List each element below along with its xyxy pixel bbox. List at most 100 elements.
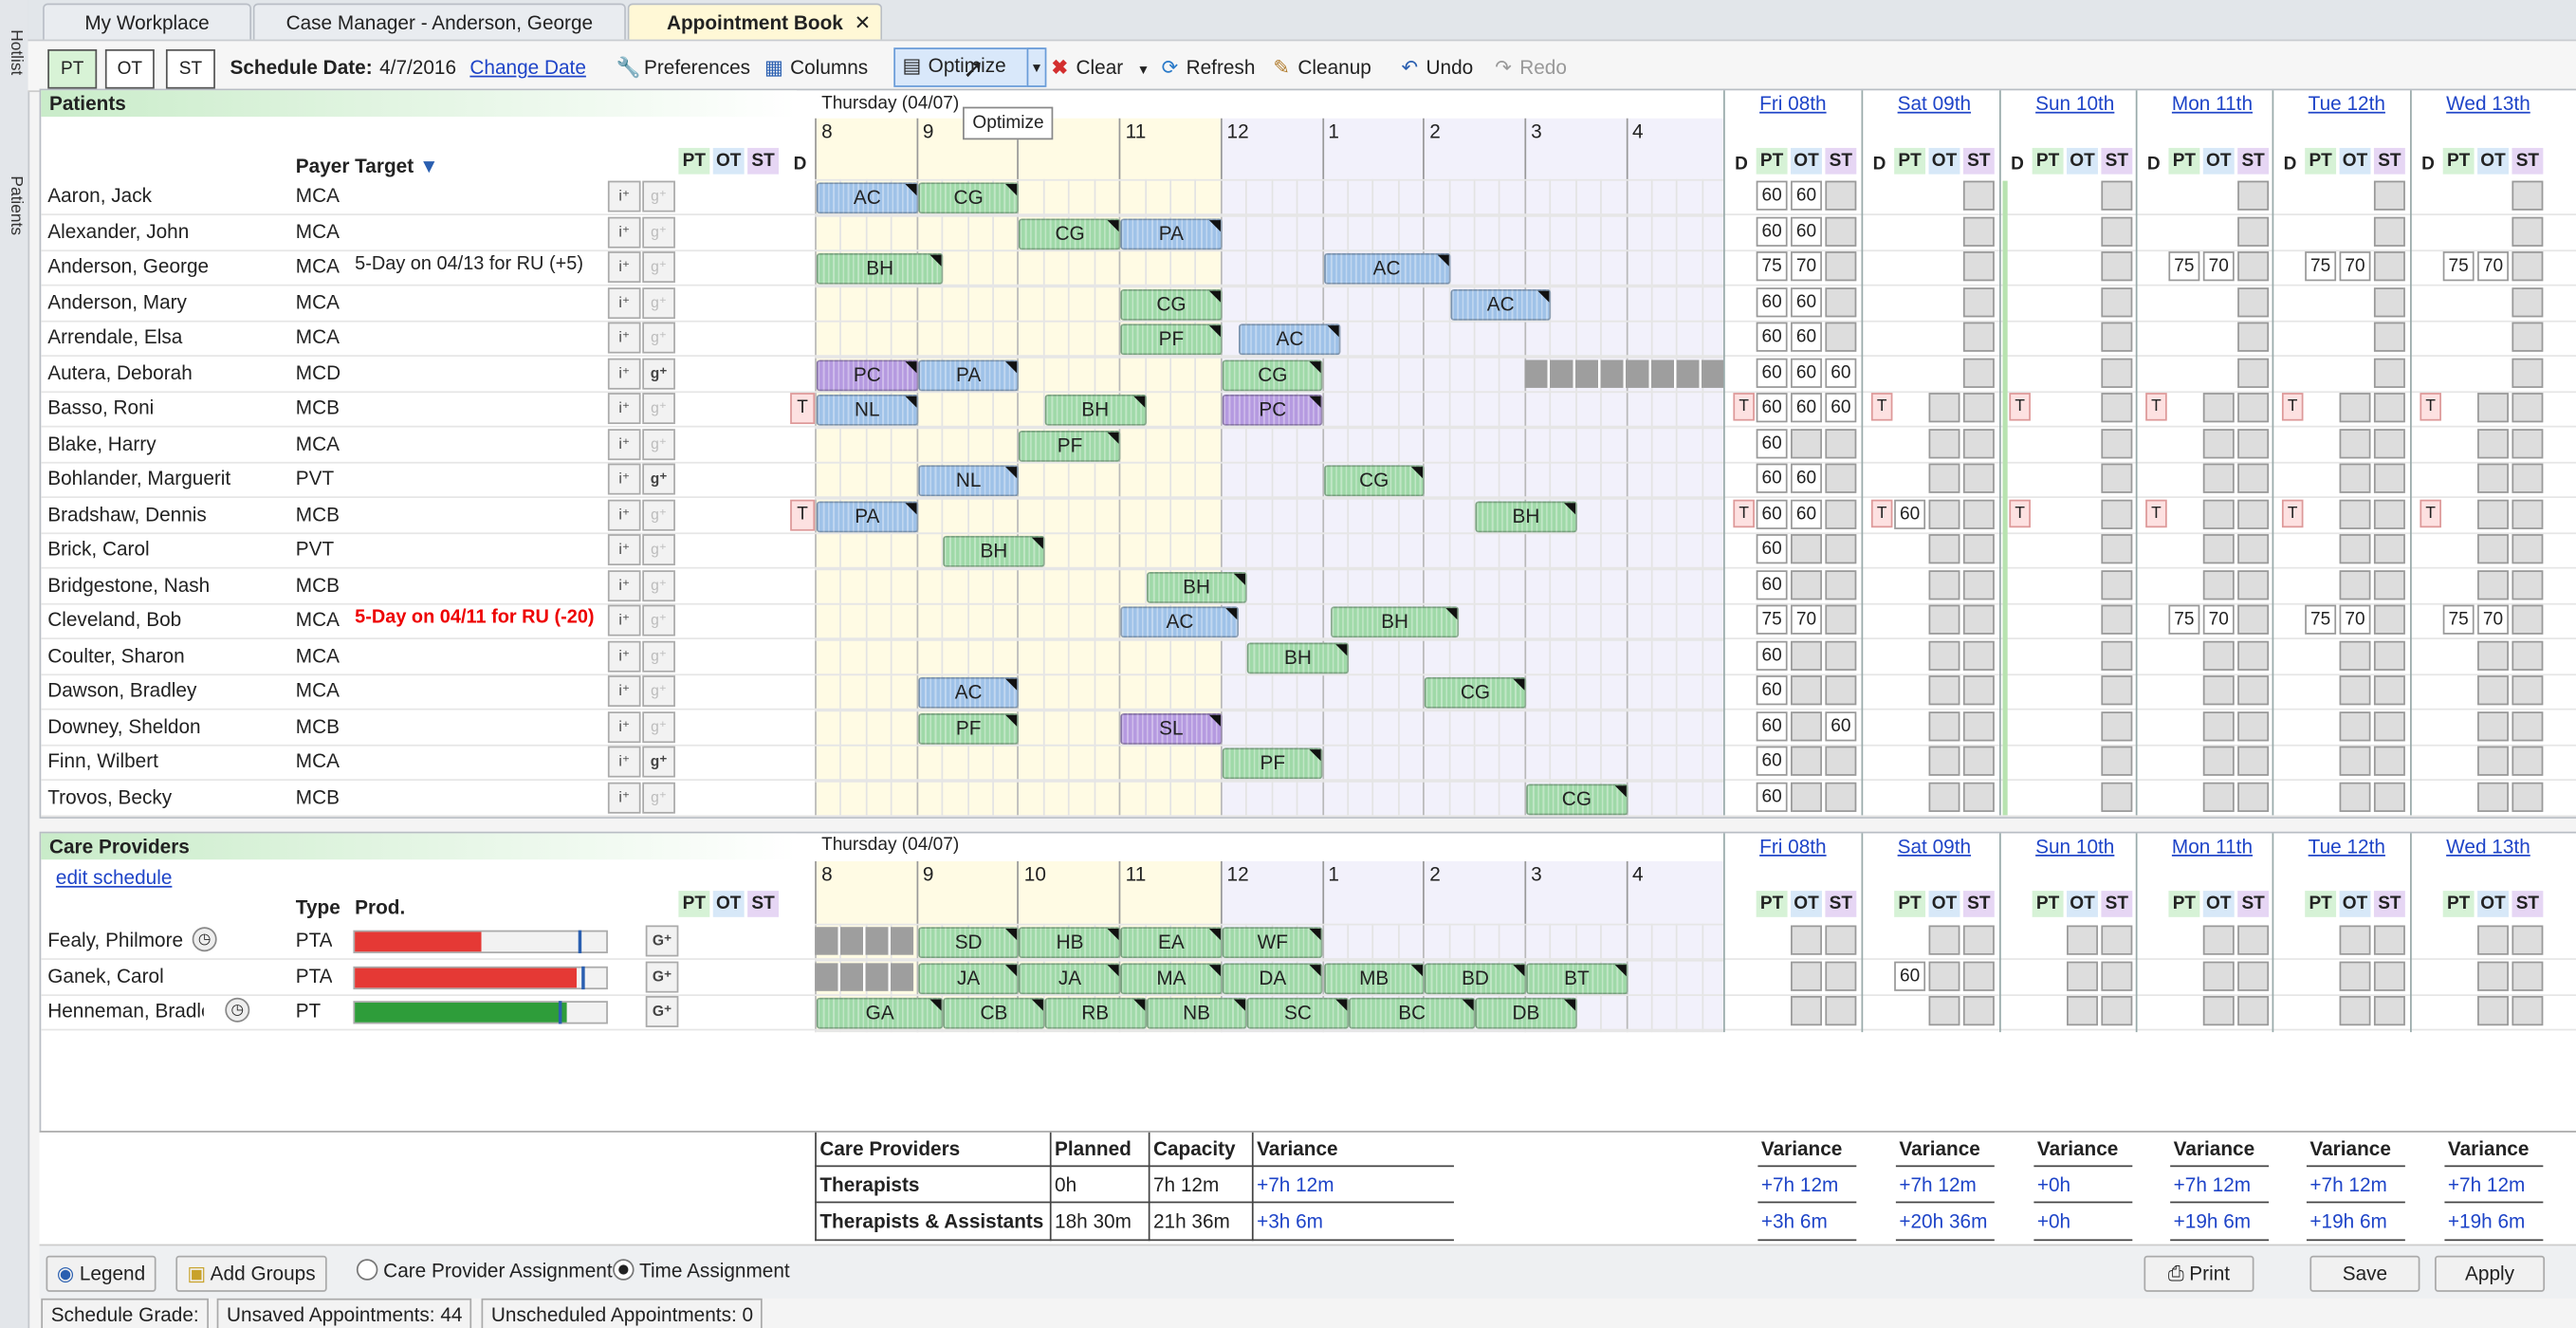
week-empty-cell[interactable] [2202, 746, 2235, 776]
day-header-link[interactable]: Mon 11th [2171, 835, 2254, 858]
week-empty-cell[interactable] [2339, 463, 2371, 493]
save-button[interactable]: Save [2309, 1255, 2420, 1292]
patient-row[interactable]: Basso, Roni MCB i⁺ g⁺ T [41, 391, 2576, 428]
day-header-link[interactable]: Mon 11th [2171, 92, 2254, 116]
week-minutes-cell[interactable]: 60 [1791, 498, 1822, 529]
provider-appointment-block[interactable]: RB [1044, 997, 1147, 1029]
week-minutes-cell[interactable]: 60 [1894, 960, 1926, 990]
week-empty-cell[interactable] [1928, 781, 1960, 812]
week-empty-cell[interactable] [2373, 604, 2405, 635]
week-empty-cell[interactable] [2339, 675, 2371, 706]
week-minutes-cell[interactable]: 75 [2168, 604, 2200, 635]
week-empty-cell[interactable] [2101, 710, 2133, 741]
appointment-block[interactable]: AC [917, 676, 1020, 709]
goal-plus-button[interactable]: g⁺ [642, 675, 675, 708]
week-empty-cell[interactable] [1928, 675, 1960, 706]
goal-plus-button[interactable]: g⁺ [642, 746, 675, 778]
week-empty-cell[interactable] [2101, 995, 2133, 1026]
week-empty-cell[interactable] [2101, 393, 2133, 423]
week-minutes-cell[interactable]: 60 [1756, 498, 1788, 529]
cleanup-button[interactable]: ✎ Cleanup [1270, 51, 1371, 84]
tab-case-manager[interactable]: Case Manager - Anderson, George [252, 3, 626, 42]
provider-appointment-block[interactable]: GA [816, 997, 944, 1029]
week-empty-cell[interactable] [1962, 746, 1995, 776]
week-empty-cell[interactable] [2512, 925, 2544, 955]
info-plus-button[interactable]: i⁺ [607, 534, 641, 566]
week-empty-cell[interactable] [2237, 393, 2270, 423]
week-empty-cell[interactable] [2237, 463, 2270, 493]
week-empty-cell[interactable] [1962, 569, 1995, 599]
appointment-block[interactable]: AC [816, 182, 918, 214]
week-empty-cell[interactable] [1962, 463, 1995, 493]
week-empty-cell[interactable] [2512, 534, 2544, 564]
week-empty-cell[interactable] [2101, 960, 2133, 990]
week-empty-cell[interactable] [1962, 781, 1995, 812]
week-empty-cell[interactable] [1962, 960, 1995, 990]
week-empty-cell[interactable] [2373, 463, 2405, 493]
week-empty-cell[interactable] [2202, 463, 2235, 493]
week-minutes-cell[interactable]: 60 [1791, 180, 1822, 211]
week-empty-cell[interactable] [2101, 215, 2133, 247]
week-minutes-cell[interactable]: 60 [1756, 569, 1788, 599]
close-tab-icon[interactable]: ✕ [854, 11, 872, 35]
week-empty-cell[interactable] [2339, 534, 2371, 564]
provider-appointment-block[interactable]: CB [943, 997, 1045, 1029]
week-empty-cell[interactable] [2373, 675, 2405, 706]
goal-plus-button[interactable]: g⁺ [642, 463, 675, 495]
week-minutes-cell[interactable]: 75 [2305, 604, 2337, 635]
goal-plus-button[interactable]: g⁺ [642, 322, 675, 354]
week-empty-cell[interactable] [2512, 639, 2544, 671]
patient-row[interactable]: Finn, Wilbert MCA i⁺ g⁺ [41, 745, 2576, 782]
week-empty-cell[interactable] [1962, 393, 1995, 423]
week-empty-cell[interactable] [2339, 498, 2371, 529]
week-empty-cell[interactable] [2101, 428, 2133, 458]
st-toggle-button[interactable]: ST [165, 48, 215, 89]
week-empty-cell[interactable] [1928, 569, 1960, 599]
goal-plus-button[interactable]: g⁺ [642, 534, 675, 566]
week-empty-cell[interactable] [1928, 393, 1960, 423]
week-empty-cell[interactable] [2512, 781, 2544, 812]
appointment-block[interactable]: CG [1525, 783, 1628, 815]
week-empty-cell[interactable] [2237, 639, 2270, 671]
provider-row[interactable]: Ganek, Carol PTA G⁺ [41, 959, 2576, 996]
week-empty-cell[interactable] [2237, 604, 2270, 635]
patient-row[interactable]: Cleveland, Bob MCA 5-Day on 04/11 for RU (… [41, 603, 2576, 640]
week-empty-cell[interactable] [2373, 746, 2405, 776]
week-minutes-cell[interactable]: 60 [1756, 357, 1788, 388]
goal-plus-button[interactable]: g⁺ [642, 286, 675, 319]
week-empty-cell[interactable] [2373, 710, 2405, 741]
week-empty-cell[interactable] [2237, 251, 2270, 282]
week-empty-cell[interactable] [2373, 428, 2405, 458]
week-empty-cell[interactable] [2512, 357, 2544, 388]
week-empty-cell[interactable] [2202, 569, 2235, 599]
week-empty-cell[interactable] [2373, 180, 2405, 211]
patient-row[interactable]: Bridgestone, Nash MCB i⁺ g⁺ [41, 568, 2576, 604]
week-empty-cell[interactable] [2237, 498, 2270, 529]
week-empty-cell[interactable] [1962, 675, 1995, 706]
week-minutes-cell[interactable]: 60 [1791, 215, 1822, 247]
patient-row[interactable]: Dawson, Bradley MCA i⁺ g⁺ [41, 673, 2576, 710]
week-empty-cell[interactable] [2237, 180, 2270, 211]
provider-appointment-block[interactable]: BC [1348, 997, 1476, 1029]
providers-time-grid[interactable]: 8 9 10 11 12 1 2 3 4 SD HB EA WF JA JA MA DA MB BD BT GA CB RB… [815, 860, 1724, 1033]
week-empty-cell[interactable] [2202, 710, 2235, 741]
week-minutes-cell[interactable]: 60 [1791, 393, 1822, 423]
optimize-button[interactable]: ▤ Optimize [893, 47, 1045, 87]
appointment-block[interactable]: BH [816, 252, 944, 285]
week-minutes-cell[interactable]: 60 [1756, 180, 1788, 211]
week-empty-cell[interactable] [1791, 995, 1822, 1026]
clock-icon[interactable]: ◷ [225, 997, 250, 1023]
appointment-block[interactable]: BH [1146, 571, 1248, 603]
clear-dropdown[interactable]: ▼ [1137, 51, 1150, 84]
week-empty-cell[interactable] [2237, 960, 2270, 990]
group-plus-button[interactable]: G⁺ [645, 995, 679, 1027]
week-empty-cell[interactable] [1962, 604, 1995, 635]
week-minutes-cell[interactable]: 70 [1791, 604, 1822, 635]
goal-plus-button[interactable]: g⁺ [642, 251, 675, 284]
week-empty-cell[interactable] [1791, 710, 1822, 741]
week-empty-cell[interactable] [1825, 534, 1857, 564]
week-empty-cell[interactable] [2339, 960, 2371, 990]
week-empty-cell[interactable] [1791, 639, 1822, 671]
week-empty-cell[interactable] [2477, 675, 2509, 706]
week-empty-cell[interactable] [2101, 463, 2133, 493]
